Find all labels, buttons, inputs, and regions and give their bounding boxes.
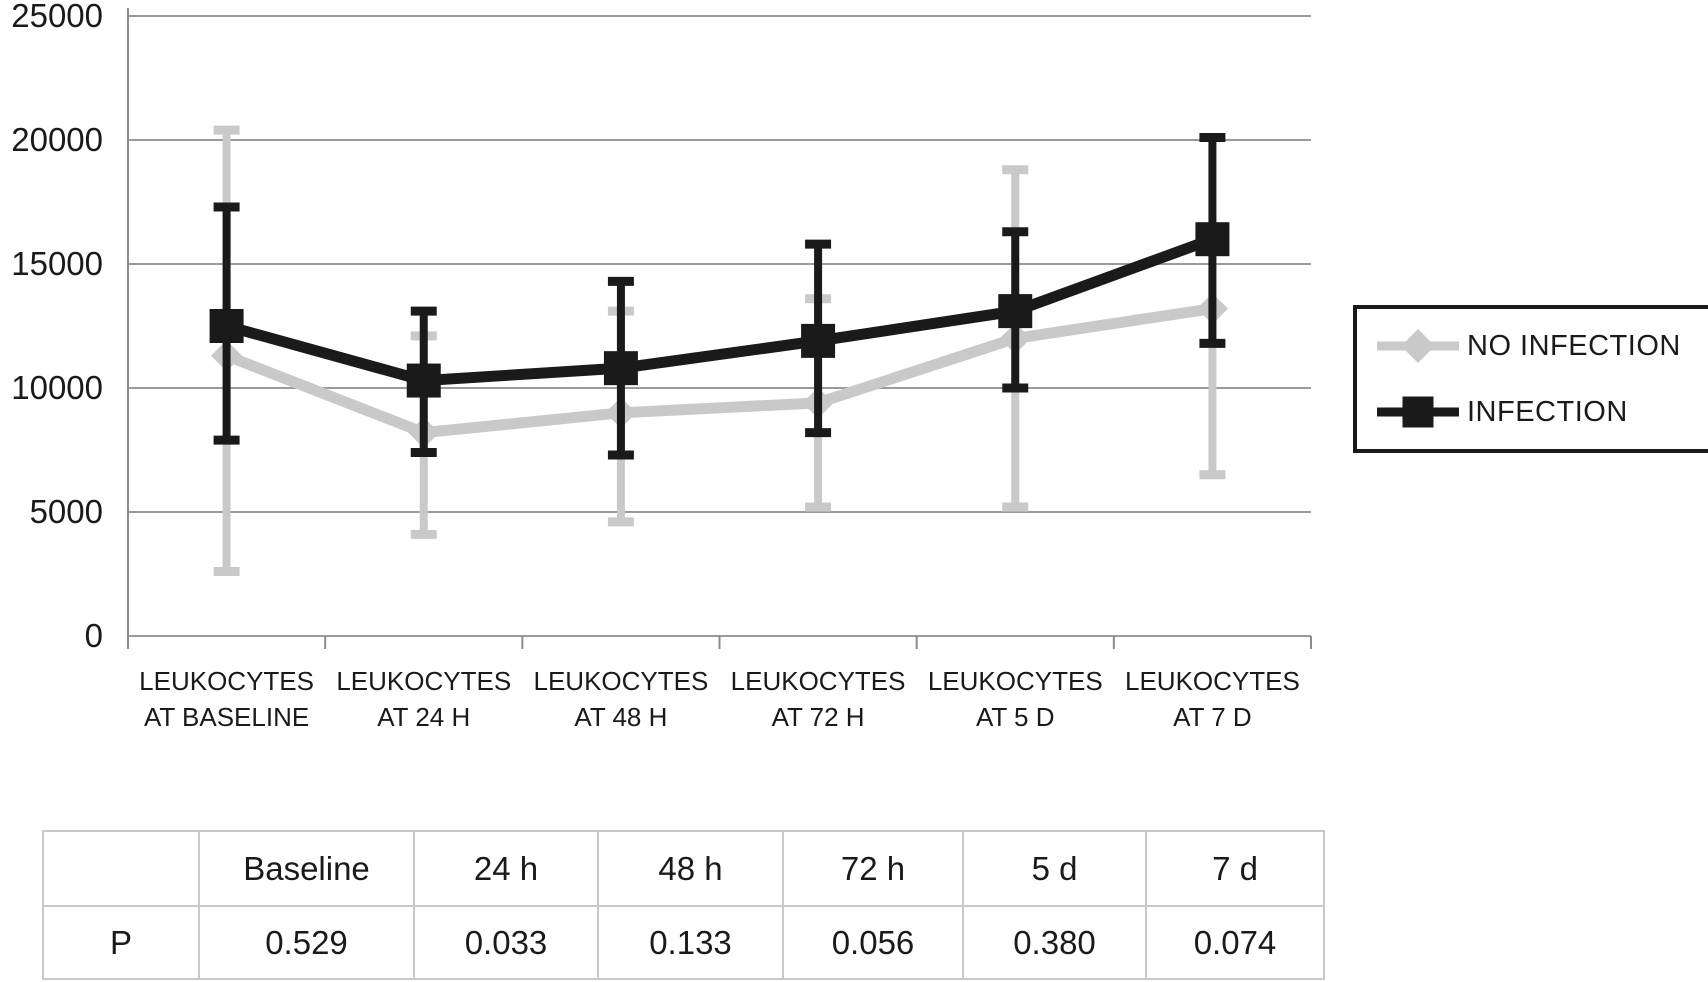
x-axis-label: LEUKOCYTES [731, 666, 906, 696]
table-cell: 0.033 [413, 905, 599, 980]
x-axis-label: AT 5 D [976, 702, 1055, 732]
marker-square-infection [1195, 222, 1230, 257]
legend-label-infection: INFECTION [1467, 395, 1628, 428]
table-header-cell: 48 h [597, 830, 784, 907]
y-axis-tick-label: 25000 [11, 0, 103, 34]
y-axis-tick-label: 20000 [11, 121, 103, 158]
infection-marker-icon [1377, 392, 1459, 432]
table-header-cell: 5 d [962, 830, 1147, 907]
square-icon [1402, 396, 1434, 428]
y-axis-tick-label: 15000 [11, 245, 103, 282]
legend-label-no-infection: NO INFECTION [1467, 329, 1681, 362]
leukocytes-line-chart: 0 5000 10000 15000 20000 25000 LEUKOCYTES AT BA… [11, 0, 1312, 732]
table-header-cell: 7 d [1145, 830, 1325, 907]
legend-item-no-infection: NO INFECTION [1377, 326, 1708, 366]
x-axis-label: LEUKOCYTES [139, 666, 314, 696]
table-cell: 0.133 [597, 905, 784, 980]
diamond-icon [1401, 329, 1435, 363]
no-infection-marker-icon [1377, 326, 1459, 366]
x-axis-label: AT 48 H [574, 702, 667, 732]
table-body: P 0.529 0.033 0.133 0.056 0.380 0.074 [42, 905, 1325, 980]
legend-item-infection: INFECTION [1377, 392, 1708, 432]
table-cell: P [42, 905, 200, 980]
table-row: P 0.529 0.033 0.133 0.056 0.380 0.074 [42, 905, 1325, 980]
table-cell: 0.074 [1145, 905, 1325, 980]
x-axis-label: LEUKOCYTES [1125, 666, 1300, 696]
x-axis-label: AT BASELINE [144, 702, 309, 732]
table-header-cell: 24 h [413, 830, 599, 907]
table-cell: 0.380 [962, 905, 1147, 980]
x-axis-label: LEUKOCYTES [928, 666, 1103, 696]
marker-square-infection [998, 294, 1033, 329]
series-line-no-infection [224, 303, 1214, 439]
marker-square-infection [801, 323, 836, 358]
legend: NO INFECTION INFECTION [1353, 305, 1708, 453]
x-axis-label: LEUKOCYTES [534, 666, 709, 696]
x-axis-label: AT 24 H [377, 702, 470, 732]
y-axis-tick-label: 10000 [11, 369, 103, 406]
table-cell: 0.529 [198, 905, 415, 980]
x-axis-label: LEUKOCYTES [336, 666, 511, 696]
table-cell: 0.056 [782, 905, 964, 980]
table-header-cell [42, 830, 200, 907]
x-axis-label: AT 7 D [1173, 702, 1252, 732]
table-header-cell: 72 h [782, 830, 964, 907]
table-header-cell: Baseline [198, 830, 415, 907]
y-axis-tick-label: 5000 [30, 493, 103, 530]
x-axis-label: AT 72 H [772, 702, 865, 732]
series-line-infection [225, 234, 1215, 387]
y-axis-tick-label: 0 [85, 617, 103, 654]
marker-square-infection [406, 363, 441, 398]
marker-square-infection [603, 351, 638, 386]
marker-square-infection [209, 309, 244, 343]
